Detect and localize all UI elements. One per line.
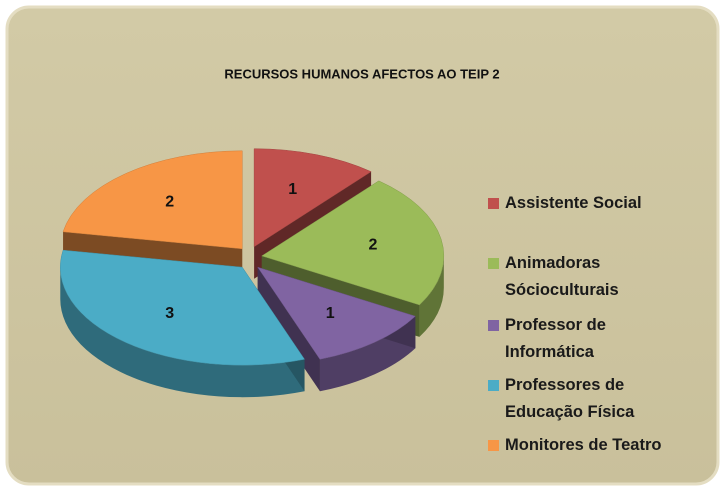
legend-entry: Professor de Informática [488,312,655,366]
slice [60,249,305,366]
slice [62,150,243,250]
legend-swatch [488,258,499,269]
slice-side [60,267,305,398]
slice [257,266,416,360]
slice [261,180,445,306]
legend-label: Professores de Educação Física [505,376,635,421]
legend-entry: Assistente Social [488,190,725,217]
chart-title: RECURSOS HUMANOS AFECTOS AO TEIP 2 [224,66,499,81]
data-label: 1 [288,181,297,198]
data-label: 2 [165,193,174,210]
legend-label: Assistente Social [505,194,642,212]
data-label: 2 [368,237,377,254]
legend-swatch [488,320,499,331]
legend-label: Monitores de Teatro [505,436,662,454]
legend-label: Animadoras Sócioculturais [505,254,619,299]
slice-side [419,255,444,337]
legend-swatch [488,198,499,209]
data-label: 1 [326,305,335,322]
legend-label: Professor de Informática [505,316,606,361]
legend-swatch [488,380,499,391]
legend-entry: Monitores de Teatro [488,432,725,459]
slice [253,148,372,248]
pie [60,148,445,398]
legend-entry: Professores de Educação Física [488,372,665,426]
data-label: 3 [165,305,174,322]
legend-swatch [488,440,499,451]
legend-entry: Animadoras Sócioculturais [488,250,655,304]
